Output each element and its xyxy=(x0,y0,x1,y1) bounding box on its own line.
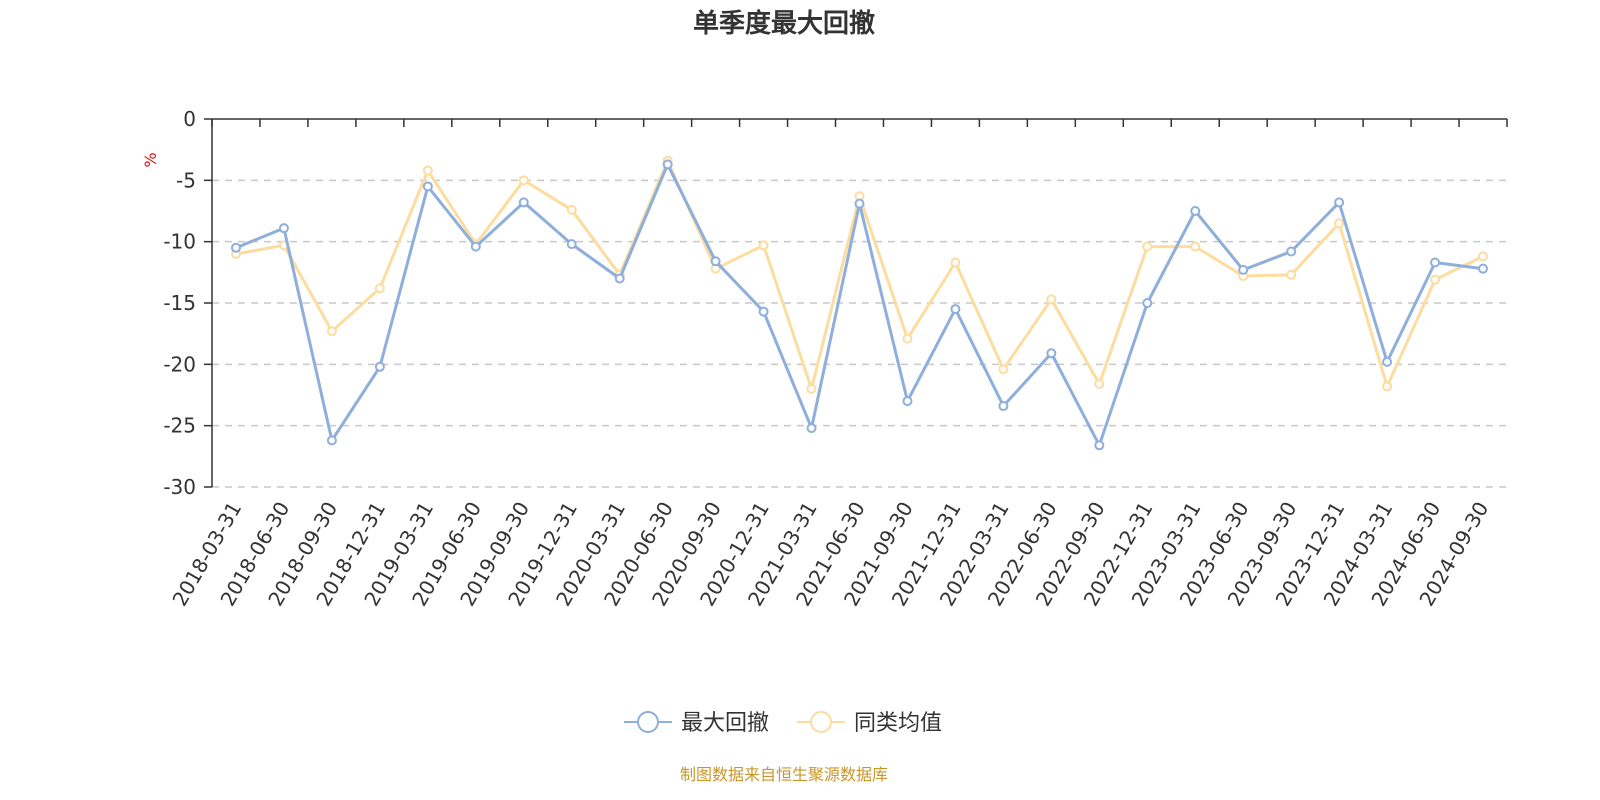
data-point xyxy=(1286,246,1297,257)
data-point xyxy=(1430,257,1441,268)
y-tick-labels: 0 -5 -10 -15 -20 -25 -30 xyxy=(163,107,196,499)
data-point xyxy=(950,257,961,268)
y-tick-label: 0 xyxy=(183,107,196,131)
data-point xyxy=(950,304,961,315)
legend-marker xyxy=(810,711,832,733)
data-point xyxy=(1382,356,1393,367)
data-point xyxy=(806,423,817,434)
data-point xyxy=(758,240,769,251)
data-point xyxy=(566,204,577,215)
x-tick-labels: 2018-03-312018-06-302018-09-302018-12-31… xyxy=(167,497,1493,610)
legend-label: 同类均值 xyxy=(854,711,942,736)
data-point xyxy=(1094,440,1105,451)
data-point xyxy=(806,383,817,394)
data-point xyxy=(326,326,337,337)
axes xyxy=(204,118,1508,488)
source-note: 制图数据来自恒生聚源数据库 xyxy=(680,765,888,784)
data-point xyxy=(998,401,1009,412)
data-point xyxy=(1238,264,1249,275)
data-point xyxy=(1046,348,1057,359)
data-point xyxy=(1046,294,1057,305)
data-point xyxy=(326,435,337,446)
chart-title: 单季度最大回撤 xyxy=(693,8,875,39)
data-point xyxy=(374,283,385,294)
data-point xyxy=(1382,381,1393,392)
data-point xyxy=(998,364,1009,375)
legend-marker xyxy=(637,711,659,733)
data-point xyxy=(518,197,529,208)
y-tick-label: -10 xyxy=(163,230,196,254)
data-point xyxy=(1334,197,1345,208)
y-tick-label: -5 xyxy=(176,168,196,192)
y-tick-label: -20 xyxy=(163,352,196,376)
data-point xyxy=(422,181,433,192)
data-point xyxy=(1430,274,1441,285)
data-point xyxy=(470,241,481,252)
data-point xyxy=(374,361,385,372)
data-point xyxy=(1286,269,1297,280)
data-point xyxy=(566,239,577,250)
y-axis-unit: % xyxy=(141,152,160,167)
data-point xyxy=(662,159,673,170)
data-point xyxy=(1478,263,1489,274)
y-tick-label: -30 xyxy=(163,475,196,499)
data-point xyxy=(758,306,769,317)
y-tick-label: -15 xyxy=(163,291,196,315)
series-layer xyxy=(230,155,1489,451)
data-point xyxy=(278,223,289,234)
data-point xyxy=(1094,378,1105,389)
data-point xyxy=(1190,206,1201,216)
data-point xyxy=(854,198,865,209)
legend[interactable]: 最大回撤 同类均值 xyxy=(624,711,942,736)
data-point xyxy=(230,242,241,253)
data-point xyxy=(422,165,433,176)
data-point xyxy=(1142,241,1153,252)
grid-lines xyxy=(212,179,1507,488)
data-point xyxy=(902,396,913,407)
data-point xyxy=(710,256,721,267)
data-point xyxy=(1190,241,1201,252)
data-point xyxy=(1142,298,1153,308)
data-point xyxy=(1334,218,1345,229)
data-point xyxy=(518,175,529,186)
y-tick-label: -25 xyxy=(163,414,196,438)
data-point xyxy=(614,273,625,284)
data-point xyxy=(1478,251,1489,262)
data-point xyxy=(902,333,913,344)
legend-label: 最大回撤 xyxy=(681,711,769,736)
